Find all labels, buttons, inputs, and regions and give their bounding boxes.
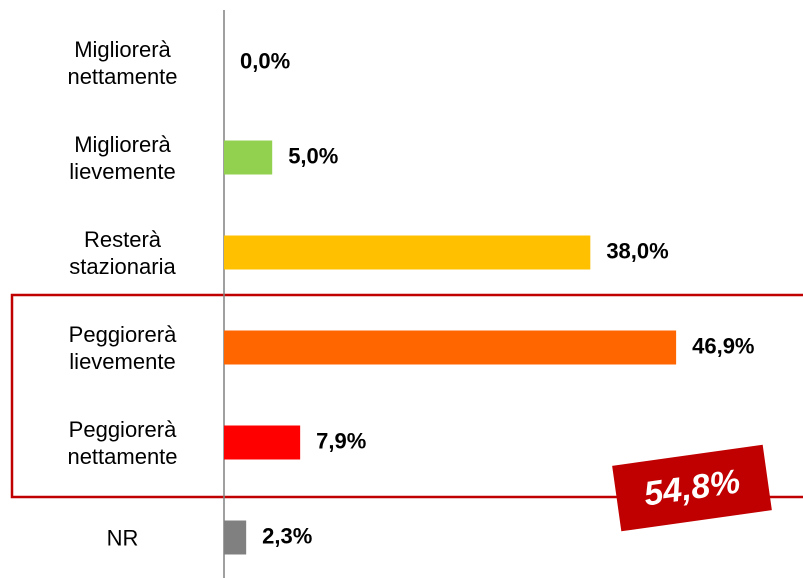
bar [224,330,677,365]
bar [224,235,591,270]
value-label: 0,0% [240,48,290,73]
annotation-box [612,444,772,532]
highlight-box [10,293,803,499]
category-label: Migliorerà lievemente [69,131,176,184]
value-label: 5,0% [288,143,338,168]
annotation: 54,8% [612,444,772,532]
value-label: 38,0% [606,238,668,263]
category-label: Migliorerà nettamente [67,36,178,89]
bar [224,140,273,175]
bar [224,520,247,555]
category-label: Resterà stazionaria [69,226,176,279]
category-label: Peggiorerà lievemente [68,321,177,374]
category-label: Peggiorerà nettamente [67,416,178,469]
value-label: 7,9% [316,428,366,453]
value-label: 46,9% [692,333,754,358]
bar [224,425,301,460]
category-label: NR [106,525,139,550]
value-label: 2,3% [262,523,312,548]
